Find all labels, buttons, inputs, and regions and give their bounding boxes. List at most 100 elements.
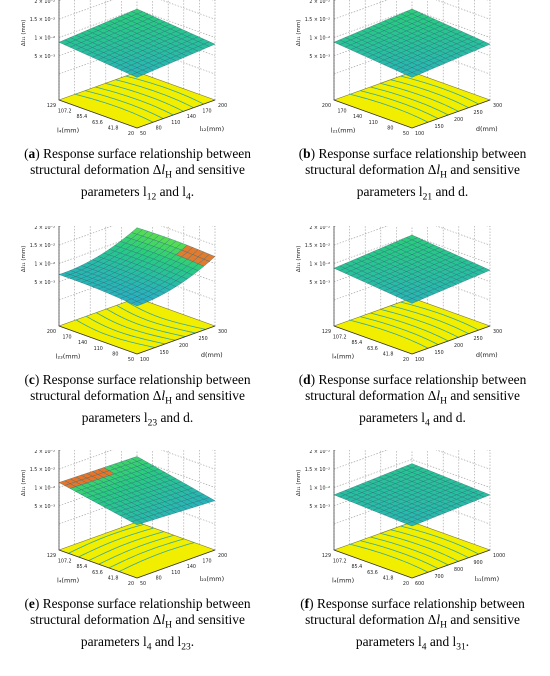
z-tick-label: 1.5 × 10⁻²: [30, 467, 55, 473]
caption-symbol-l: l: [436, 161, 441, 177]
surface-cell: [405, 72, 419, 78]
left-axis-tick: 129: [47, 553, 56, 559]
left-axis-tick: 41.8: [108, 125, 119, 131]
front-axes: [333, 450, 491, 579]
caption-text-2a: structural deformation Δ: [30, 161, 162, 177]
left-axis-line: [333, 99, 413, 129]
caption-text-1: Response surface relationship between: [318, 146, 527, 161]
right-axis-tick: 80: [156, 125, 162, 131]
z-gridline: [333, 226, 491, 228]
z-tick-label: 5 × 10⁻³: [309, 504, 330, 510]
left-axis-tick: 170: [62, 335, 71, 341]
contour-line: [108, 538, 185, 569]
panel-d: 2.5 × 10⁻²2 × 10⁻²1.5 × 10⁻²1 × 10⁻²5 × …: [275, 226, 550, 452]
right-axis-tick: 250: [474, 110, 483, 116]
right-axis-tick: 300: [493, 329, 502, 335]
right-axis-tick: 200: [218, 103, 227, 109]
caption-text-1: Response surface relationship between: [42, 372, 251, 387]
left-axis-tick: 63.6: [92, 120, 103, 126]
left-axis-tick: 63.6: [367, 346, 378, 352]
left-axis-tick: 41.8: [383, 575, 394, 581]
left-axis-tick: 200: [47, 329, 56, 335]
caption-sub-1: 12: [146, 192, 157, 203]
z-gridline: [333, 0, 491, 20]
panel-e: 2.5 × 10⁻²2 × 10⁻²1.5 × 10⁻²1 × 10⁻²5 × …: [0, 450, 275, 676]
right-axis-tick: 100: [415, 131, 424, 137]
right-axis-tick: 140: [187, 114, 196, 120]
z-tick-label: 1 × 10⁻²: [309, 35, 330, 41]
caption-letter: a: [28, 146, 36, 161]
right-axis-line: [411, 99, 491, 129]
right-axis-tick: 200: [454, 343, 463, 349]
contour-line: [390, 529, 469, 559]
caption-text-2d: and sensitive: [447, 387, 520, 403]
z-tick-label: 1.5 × 10⁻²: [30, 17, 55, 23]
caption-text-3a: parameters l: [80, 183, 147, 199]
caption-line-2: structural deformation ΔlH and sensitive: [275, 162, 550, 184]
right-axis-tick: 250: [199, 336, 208, 342]
caption-line-1: (c) Response surface relationship betwee…: [24, 372, 251, 387]
contour-line: [380, 532, 459, 562]
z-tick-label: 5 × 10⁻³: [34, 280, 55, 286]
z-gridline: [333, 450, 491, 452]
caption-line-3: parameters l4 and d.: [275, 410, 550, 432]
caption-text-2a: structural deformation Δ: [305, 611, 437, 627]
z-tick-label: 2 × 10⁻²: [34, 450, 55, 455]
caption-text-3c: and l: [426, 633, 457, 649]
caption-line-2: structural deformation ΔlH and sensitive: [275, 612, 550, 634]
contour-line: [85, 315, 166, 345]
left-axis-tick: 20: [128, 131, 134, 137]
z-axis-label: Δl₁₁ (mm): [296, 20, 302, 46]
z-gridline: [58, 226, 216, 246]
caption-text-1: Response surface relationship between: [316, 596, 525, 611]
contour-line: [126, 301, 206, 330]
right-axis-tick: 170: [202, 559, 211, 565]
response-surface: [58, 227, 216, 307]
caption-sub-2: 31: [456, 642, 466, 653]
contour-line: [400, 75, 479, 105]
left-axis-label: l₂₁(mm): [331, 127, 356, 135]
caption-text-3e: .: [462, 409, 466, 425]
response-surface: [333, 463, 491, 527]
z-gridline: [58, 0, 216, 2]
contour-line: [98, 534, 175, 565]
z-gridline: [333, 235, 491, 264]
panel-c: 2.5 × 10⁻²2 × 10⁻²1.5 × 10⁻²1 × 10⁻²5 × …: [0, 226, 275, 452]
left-axis-tick: 50: [128, 357, 134, 363]
left-axis-tick: 85.4: [77, 564, 88, 570]
right-axis-tick: 140: [187, 564, 196, 570]
z-gridline: [58, 450, 216, 452]
z-tick-label: 5 × 10⁻³: [34, 504, 55, 510]
caption-text-1: Response surface relationship between: [43, 146, 251, 161]
left-axis-line: [333, 549, 413, 579]
contour-line: [106, 308, 186, 338]
right-axis-label: l₁₂(mm): [199, 125, 224, 133]
caption-line-1: (d) Response surface relationship betwee…: [298, 372, 527, 387]
plot-canvas: 2.5 × 10⁻²2 × 10⁻²1.5 × 10⁻²1 × 10⁻²5 × …: [296, 0, 502, 137]
right-axis-line: [136, 99, 216, 129]
surface-cell: [130, 72, 144, 78]
right-axis-tick: 100: [140, 357, 149, 363]
caption-text-3e: .: [190, 183, 195, 199]
right-axis-label: d(mm): [476, 125, 498, 133]
z-axis-label: Δl₁₁ (mm): [21, 470, 27, 496]
contour-line: [390, 305, 469, 335]
left-axis-tick: 80: [112, 351, 118, 357]
z-gridline: [333, 9, 491, 38]
right-axis-tick: 110: [171, 120, 180, 126]
surface-cell: [405, 521, 419, 527]
caption-line-1: (f) Response surface relationship betwee…: [300, 596, 525, 611]
z-tick-label: 2 × 10⁻²: [34, 0, 55, 5]
left-axis-tick: 110: [369, 120, 378, 126]
caption-text-3c: and d: [432, 183, 465, 199]
right-axis-tick: 200: [218, 553, 227, 559]
left-axis-label: l₄(mm): [332, 577, 354, 585]
z-tick-label: 1 × 10⁻²: [34, 485, 55, 491]
contour-line: [105, 82, 184, 112]
caption-text-2a: structural deformation Δ: [30, 387, 162, 403]
caption-text-2a: structural deformation Δ: [305, 387, 437, 403]
right-axis-tick: 800: [454, 567, 463, 573]
caption-text-1: Response surface relationship between: [42, 596, 251, 611]
contour-line: [85, 90, 164, 119]
caption-text-3e: .: [464, 183, 469, 199]
